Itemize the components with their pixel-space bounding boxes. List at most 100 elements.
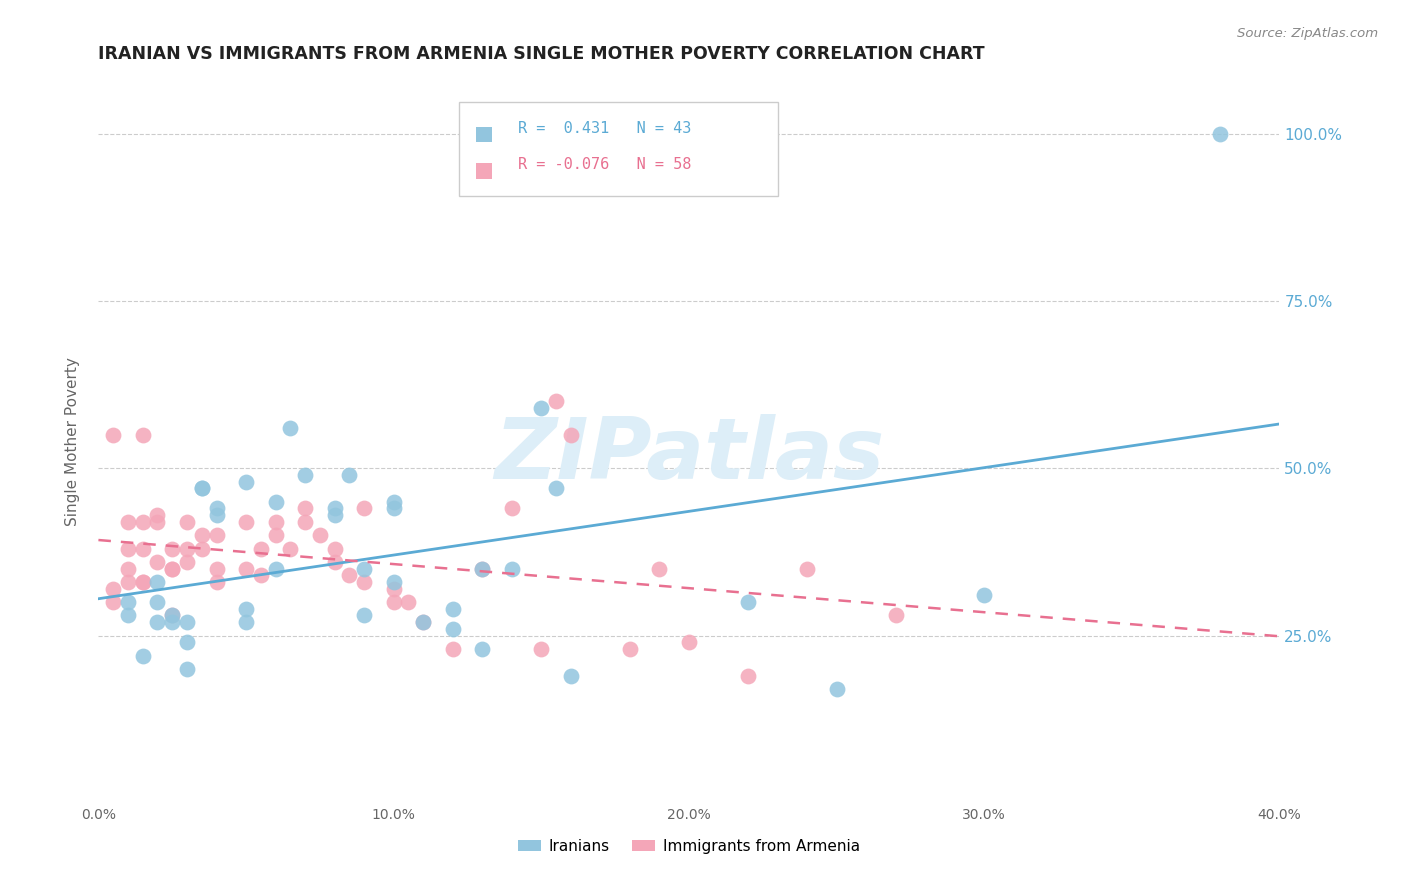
Point bbox=[619, 642, 641, 657]
Point bbox=[501, 501, 523, 516]
Point bbox=[353, 575, 375, 590]
Point bbox=[648, 562, 671, 576]
Point bbox=[471, 642, 494, 657]
Point bbox=[176, 515, 198, 529]
Point bbox=[339, 467, 361, 482]
Point bbox=[103, 427, 125, 442]
FancyBboxPatch shape bbox=[477, 127, 492, 143]
Point bbox=[546, 394, 568, 409]
Point bbox=[294, 515, 316, 529]
Point bbox=[235, 562, 257, 576]
Point bbox=[132, 575, 155, 590]
Point bbox=[132, 541, 155, 556]
Point bbox=[412, 615, 434, 630]
Point bbox=[117, 515, 139, 529]
Point bbox=[280, 541, 302, 556]
Point bbox=[294, 501, 316, 516]
Point bbox=[191, 482, 214, 496]
Point bbox=[250, 568, 273, 582]
Point bbox=[103, 595, 125, 609]
Point bbox=[412, 615, 434, 630]
Point bbox=[530, 642, 553, 657]
Point bbox=[117, 541, 139, 556]
Point bbox=[235, 615, 257, 630]
Point bbox=[176, 541, 198, 556]
Point bbox=[117, 595, 139, 609]
Point bbox=[176, 662, 198, 676]
Point bbox=[353, 608, 375, 623]
Point bbox=[191, 482, 214, 496]
Point bbox=[176, 635, 198, 649]
Point bbox=[162, 615, 183, 630]
Point bbox=[678, 635, 700, 649]
Point bbox=[737, 595, 759, 609]
Point bbox=[162, 608, 183, 623]
Point bbox=[339, 568, 361, 582]
Point bbox=[176, 615, 198, 630]
Point bbox=[132, 648, 155, 663]
Point bbox=[530, 401, 553, 416]
Point bbox=[191, 541, 214, 556]
Point bbox=[103, 582, 125, 596]
FancyBboxPatch shape bbox=[458, 102, 778, 196]
Point bbox=[235, 515, 257, 529]
Point bbox=[382, 582, 405, 596]
Point bbox=[796, 562, 818, 576]
Point bbox=[264, 515, 287, 529]
Point bbox=[471, 562, 494, 576]
Point bbox=[471, 562, 494, 576]
Point bbox=[353, 501, 375, 516]
Point bbox=[441, 642, 464, 657]
Point bbox=[1209, 127, 1232, 141]
Point bbox=[132, 575, 155, 590]
Point bbox=[235, 602, 257, 616]
Point bbox=[162, 562, 183, 576]
Point bbox=[132, 427, 155, 442]
Point bbox=[884, 608, 907, 623]
Point bbox=[323, 501, 346, 516]
Point bbox=[382, 595, 405, 609]
Point bbox=[323, 508, 346, 523]
Legend: Iranians, Immigrants from Armenia: Iranians, Immigrants from Armenia bbox=[512, 833, 866, 860]
Point bbox=[309, 528, 332, 542]
Point bbox=[162, 541, 183, 556]
Point bbox=[132, 515, 155, 529]
Point bbox=[737, 669, 759, 683]
FancyBboxPatch shape bbox=[477, 162, 492, 178]
Point bbox=[294, 467, 316, 482]
Point bbox=[162, 562, 183, 576]
Point bbox=[560, 669, 582, 683]
Point bbox=[117, 562, 139, 576]
Text: R = -0.076   N = 58: R = -0.076 N = 58 bbox=[517, 157, 692, 172]
Point bbox=[146, 615, 169, 630]
Point bbox=[235, 475, 257, 489]
Point bbox=[146, 555, 169, 569]
Text: R =  0.431   N = 43: R = 0.431 N = 43 bbox=[517, 121, 692, 136]
Text: IRANIAN VS IMMIGRANTS FROM ARMENIA SINGLE MOTHER POVERTY CORRELATION CHART: IRANIAN VS IMMIGRANTS FROM ARMENIA SINGL… bbox=[98, 45, 986, 63]
Point bbox=[264, 494, 287, 508]
Point bbox=[205, 528, 228, 542]
Point bbox=[146, 508, 169, 523]
Point bbox=[176, 555, 198, 569]
Point bbox=[546, 482, 568, 496]
Point bbox=[205, 508, 228, 523]
Y-axis label: Single Mother Poverty: Single Mother Poverty bbox=[65, 357, 80, 526]
Point bbox=[205, 501, 228, 516]
Point bbox=[280, 421, 302, 435]
Point bbox=[250, 541, 273, 556]
Point bbox=[162, 608, 183, 623]
Point bbox=[264, 562, 287, 576]
Point bbox=[398, 595, 420, 609]
Point bbox=[146, 595, 169, 609]
Point bbox=[323, 541, 346, 556]
Point bbox=[146, 575, 169, 590]
Point bbox=[825, 681, 848, 696]
Point bbox=[382, 501, 405, 516]
Point bbox=[264, 528, 287, 542]
Point bbox=[560, 427, 582, 442]
Point bbox=[973, 589, 995, 603]
Point bbox=[191, 528, 214, 542]
Point bbox=[117, 575, 139, 590]
Text: Source: ZipAtlas.com: Source: ZipAtlas.com bbox=[1237, 27, 1378, 40]
Point bbox=[205, 562, 228, 576]
